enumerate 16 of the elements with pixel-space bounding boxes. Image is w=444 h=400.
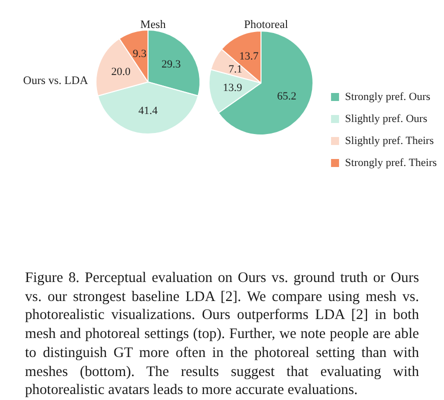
data-label: 7.1 <box>228 63 242 76</box>
legend-label: Strongly pref. Theirs <box>345 157 437 169</box>
text: Ours vs. LDA <box>23 75 89 87</box>
data-label: 13.7 <box>239 50 260 63</box>
data-label: 29.3 <box>161 58 182 70</box>
slice-label: Mesh <box>140 19 166 31</box>
data-label: 20.0 <box>111 66 131 78</box>
data-label: 65.2 <box>277 90 296 102</box>
slice-label: Photoreal <box>244 19 288 31</box>
legend-label: Strongly pref. Ours <box>345 91 430 103</box>
legend-label: Slightly pref. Ours <box>345 113 428 125</box>
caption: Figure 8. Perceptual evaluation on Ours vs. ground truth or Ours vs. our strongest baseline LDA [2]. We compare using mesh vs. photorealistic visualizations. Ours outperforms LDA [2] in both mesh and photoreal settings (top). Further, we note people are able to distinguish GT more often in the photoreal setting than with meshes (bottom). The results suggest that evaluating with photorealistic avatars leads to more accurate evaluations. <box>25 269 419 400</box>
data-label: 13.9 <box>222 82 243 94</box>
data-label: 9.3 <box>132 48 148 60</box>
data-label: 41.4 <box>138 105 158 117</box>
legend-label: Slightly pref. Theirs <box>345 135 434 147</box>
